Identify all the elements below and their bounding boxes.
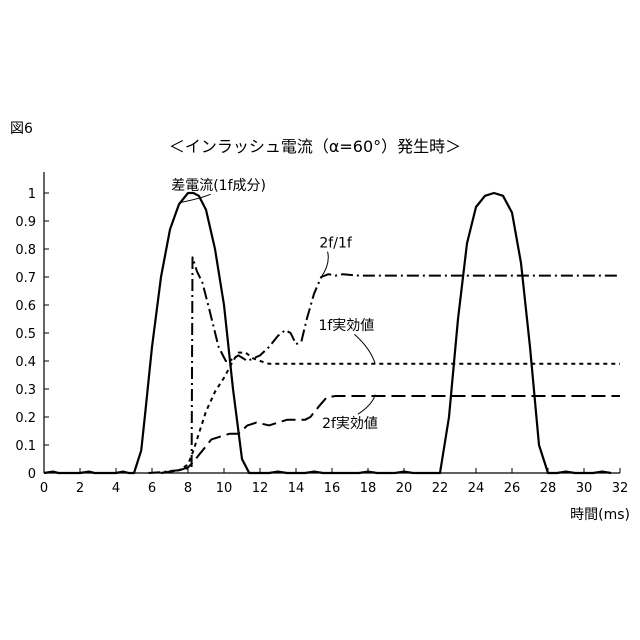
annotation-label: 差電流(1f成分) (171, 178, 266, 194)
y-tick-label: 0.7 (15, 271, 36, 286)
x-tick-label: 24 (468, 481, 485, 496)
x-tick-label: 0 (40, 481, 48, 496)
x-tick-label: 2 (76, 481, 84, 496)
x-tick-label: 14 (288, 481, 305, 496)
figure-label: 図6 (10, 121, 33, 137)
x-axis-label: 時間(ms) (570, 507, 630, 523)
x-tick-label: 6 (148, 481, 156, 496)
series-line-2 (161, 353, 620, 473)
chart-title: ＜インラッシュ電流（α=60°）発生時＞ (169, 137, 461, 156)
y-tick-label: 0.3 (15, 383, 36, 398)
series-line-1 (148, 257, 620, 473)
annotations: 差電流(1f成分) 2f/1f 1f実効値 2f実効値 (171, 178, 378, 432)
y-tick-label: 0.5 (15, 327, 36, 342)
x-tick-label: 32 (612, 481, 629, 496)
series-line-3 (161, 396, 620, 473)
annotation-leader (358, 395, 375, 415)
x-tick-label: 30 (576, 481, 593, 496)
x-tick-label: 28 (540, 481, 557, 496)
y-tick-label: 1 (28, 187, 36, 202)
y-tick-label: 0.8 (15, 243, 36, 258)
annotation-label: 2f実効値 (322, 416, 378, 432)
annotation-leader (321, 252, 328, 277)
x-tick-label: 20 (396, 481, 413, 496)
y-tick-label: 0 (28, 467, 36, 482)
x-tick-label: 16 (324, 481, 341, 496)
plot-area: 02468101214161820222426283032 00.10.20.3… (15, 172, 628, 496)
x-tick-label: 12 (252, 481, 269, 496)
annotation-label: 1f実効値 (318, 318, 374, 334)
annotation-leader (354, 334, 375, 364)
x-tick-label: 22 (432, 481, 449, 496)
x-tick-label: 4 (112, 481, 120, 496)
x-tick-label: 26 (504, 481, 521, 496)
x-tick-label: 18 (360, 481, 377, 496)
y-tick-label: 0.9 (15, 215, 36, 230)
y-tick-label: 0.2 (15, 411, 36, 426)
y-tick-label: 0.6 (15, 299, 36, 314)
x-tick-label: 10 (216, 481, 233, 496)
y-tick-label: 0.1 (15, 439, 36, 454)
x-tick-label: 8 (184, 481, 192, 496)
annotation-label: 2f/1f (319, 236, 352, 252)
y-tick-label: 0.4 (15, 355, 36, 370)
